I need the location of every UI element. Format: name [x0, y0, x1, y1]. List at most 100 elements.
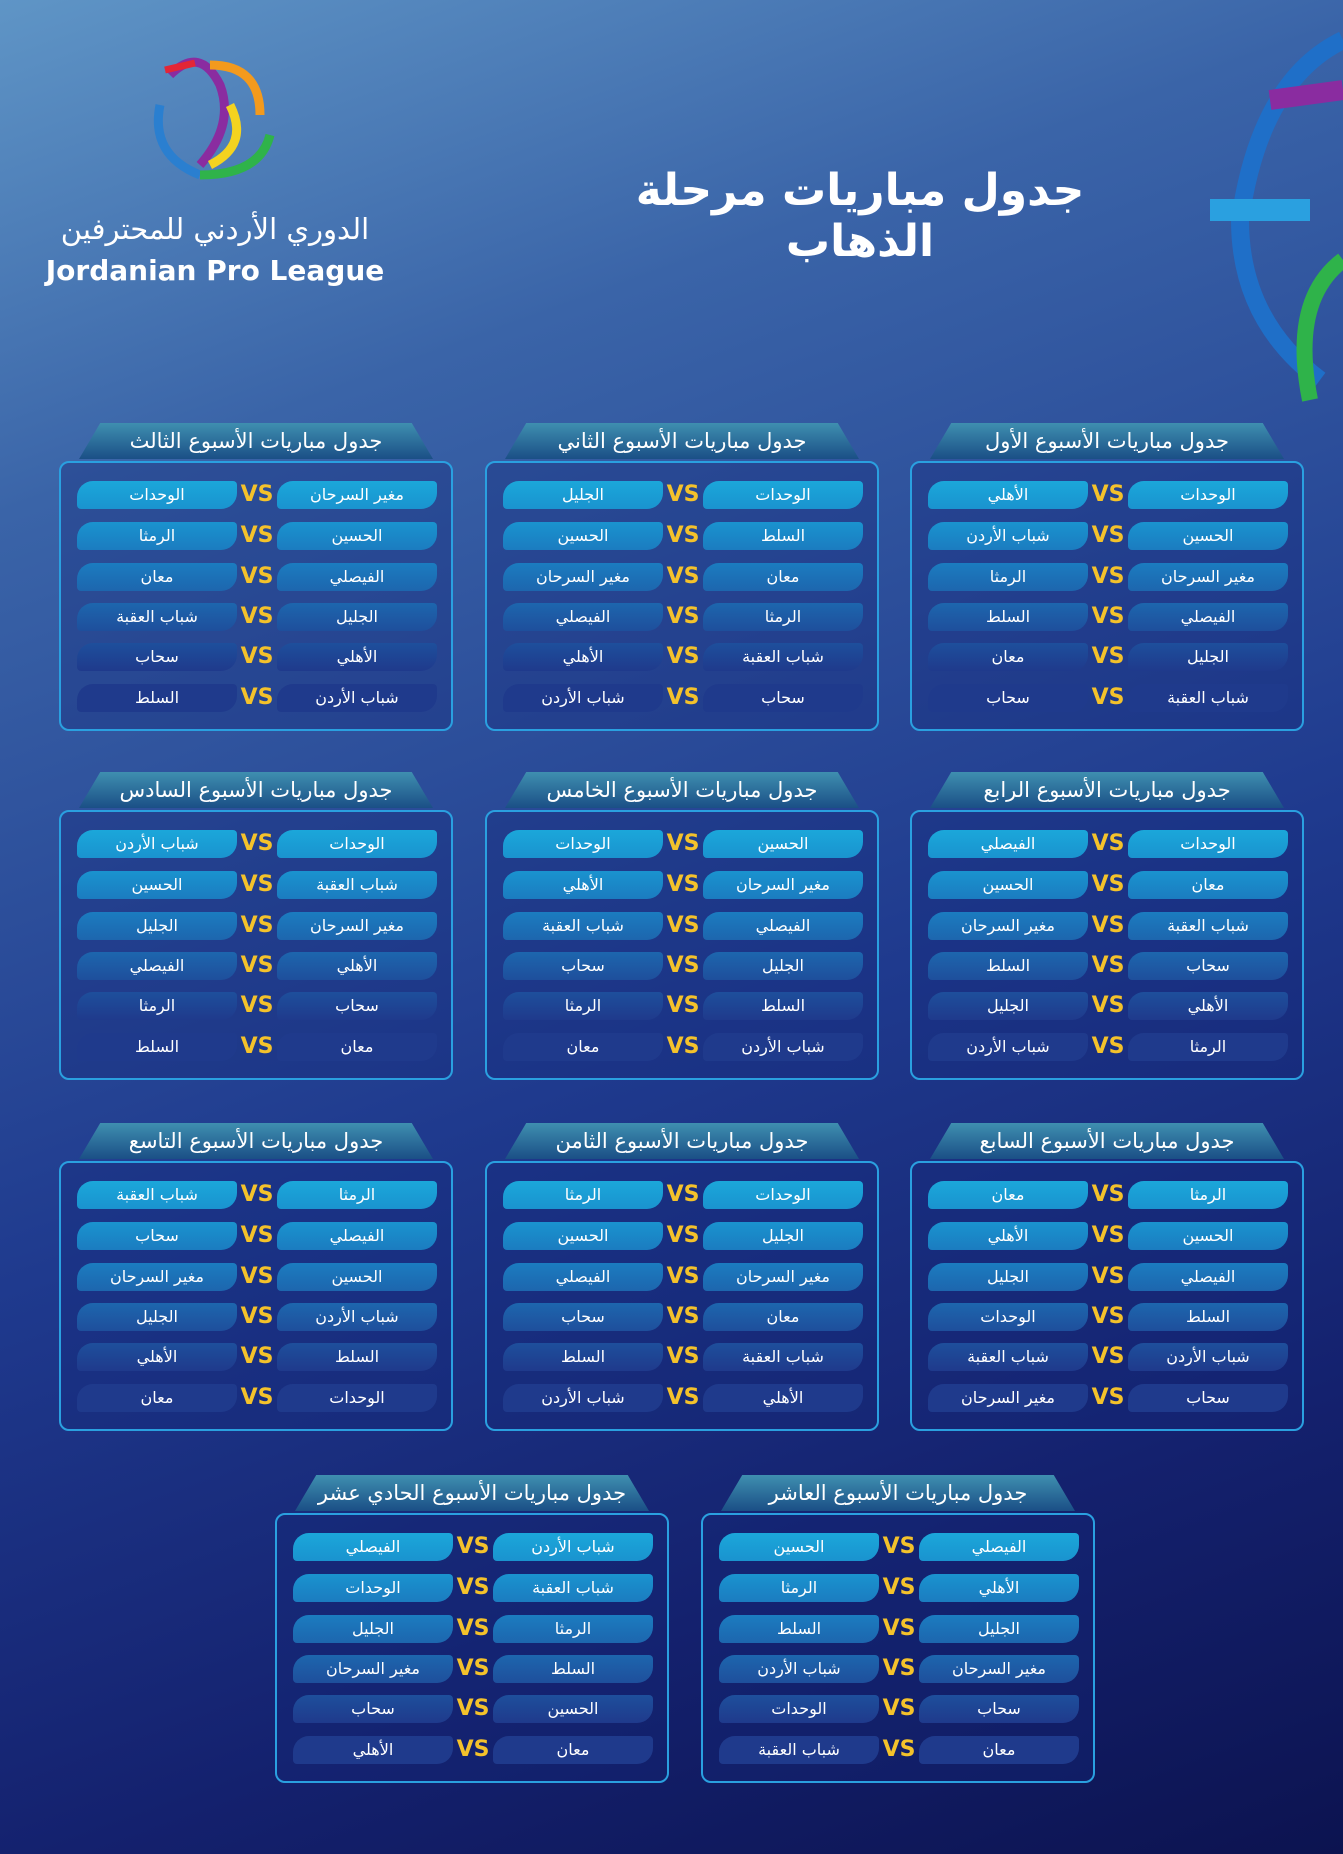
away-team: الفيصلي [928, 830, 1088, 858]
week-title: جدول مباريات الأسبوع الثاني [505, 423, 859, 459]
away-team: الفيصلي [503, 1263, 663, 1291]
home-team: السلط [1128, 1303, 1288, 1331]
vs-label: VS [1091, 953, 1125, 978]
vs-label: VS [240, 604, 274, 629]
away-team: مغير السرحان [293, 1655, 453, 1683]
vs-label: VS [882, 1534, 916, 1559]
away-team: شباب العقبة [503, 912, 663, 940]
home-team: معان [919, 1736, 1079, 1764]
vs-label: VS [666, 604, 700, 629]
away-team: شباب الأردن [503, 1384, 663, 1412]
vs-label: VS [1091, 523, 1125, 548]
vs-label: VS [882, 1656, 916, 1681]
home-team: معان [1128, 871, 1288, 899]
home-team: الوحدات [1128, 830, 1288, 858]
week-panel: الوحدات VS الرمثا الجليل VS الحسين مغير السرحا… [485, 1161, 879, 1431]
vs-label: VS [1091, 1034, 1125, 1059]
home-team: سحاب [919, 1695, 1079, 1723]
vs-label: VS [240, 1223, 274, 1248]
week-panel: الرمثا VS شباب العقبة الفيصلي VS سحاب الحسين VS… [59, 1161, 453, 1431]
away-team: مغير السرحان [503, 563, 663, 591]
home-team: الرمثا [493, 1615, 653, 1643]
home-team: مغير السرحان [277, 912, 437, 940]
home-team: الحسين [1128, 522, 1288, 550]
away-team: معان [928, 643, 1088, 671]
week-title: جدول مباريات الأسبوع الخامس [505, 772, 859, 808]
week-panel: الحسين VS الوحدات مغير السرحان VS الأهلي الفيص… [485, 810, 879, 1080]
home-team: سحاب [703, 684, 863, 712]
week-panel: شباب الأردن VS الفيصلي شباب العقبة VS الوحدات… [275, 1513, 669, 1783]
home-team: الأهلي [919, 1574, 1079, 1602]
home-team: الأهلي [277, 952, 437, 980]
vs-label: VS [240, 872, 274, 897]
away-team: شباب الأردن [77, 830, 237, 858]
away-team: شباب العقبة [928, 1343, 1088, 1371]
home-team: الفيصلي [277, 1222, 437, 1250]
home-team: الوحدات [1128, 481, 1288, 509]
vs-label: VS [240, 564, 274, 589]
away-team: سحاب [503, 1303, 663, 1331]
home-team: الحسين [703, 830, 863, 858]
vs-label: VS [456, 1534, 490, 1559]
home-team: مغير السرحان [919, 1655, 1079, 1683]
vs-label: VS [1091, 644, 1125, 669]
away-team: السلط [719, 1615, 879, 1643]
home-team: شباب الأردن [277, 1303, 437, 1331]
vs-label: VS [240, 1264, 274, 1289]
away-team: الجليل [77, 912, 237, 940]
away-team: الحسين [503, 1222, 663, 1250]
away-team: الوحدات [77, 481, 237, 509]
away-team: سحاب [928, 684, 1088, 712]
home-team: الجليل [277, 603, 437, 631]
home-team: مغير السرحان [703, 871, 863, 899]
away-team: الأهلي [928, 481, 1088, 509]
away-team: الفيصلي [503, 603, 663, 631]
vs-label: VS [240, 1344, 274, 1369]
week-panel: الوحدات VS الفيصلي معان VS الحسين شباب العقبة V… [910, 810, 1304, 1080]
home-team: الوحدات [277, 1384, 437, 1412]
away-team: السلط [503, 1343, 663, 1371]
home-team: شباب الأردن [277, 684, 437, 712]
week-panel: مغير السرحان VS الوحدات الحسين VS الرمثا الفيص… [59, 461, 453, 731]
away-team: السلط [928, 603, 1088, 631]
home-team: الرمثا [277, 1181, 437, 1209]
vs-label: VS [1091, 564, 1125, 589]
vs-label: VS [456, 1656, 490, 1681]
home-team: شباب العقبة [703, 1343, 863, 1371]
vs-label: VS [666, 993, 700, 1018]
away-team: الحسين [77, 871, 237, 899]
away-team: شباب العقبة [719, 1736, 879, 1764]
away-team: الحسين [503, 522, 663, 550]
vs-label: VS [666, 872, 700, 897]
away-team: شباب الأردن [503, 684, 663, 712]
vs-label: VS [240, 1385, 274, 1410]
home-team: الجليل [919, 1615, 1079, 1643]
home-team: مغير السرحان [1128, 563, 1288, 591]
vs-label: VS [456, 1616, 490, 1641]
vs-label: VS [1091, 831, 1125, 856]
away-team: الرمثا [928, 563, 1088, 591]
away-team: الرمثا [503, 992, 663, 1020]
vs-label: VS [240, 913, 274, 938]
home-team: الأهلي [277, 643, 437, 671]
home-team: شباب العقبة [703, 643, 863, 671]
away-team: معان [503, 1033, 663, 1061]
home-team: شباب العقبة [1128, 684, 1288, 712]
away-team: الفيصلي [293, 1533, 453, 1561]
home-team: شباب الأردن [493, 1533, 653, 1561]
vs-label: VS [1091, 1385, 1125, 1410]
away-team: الأهلي [503, 871, 663, 899]
away-team: الجليل [77, 1303, 237, 1331]
logo-arabic: الدوري الأردني للمحترفين [60, 212, 370, 246]
home-team: معان [277, 1033, 437, 1061]
home-team: السلط [703, 522, 863, 550]
week-panel: الفيصلي VS الحسين الأهلي VS الرمثا الجليل VS الس… [701, 1513, 1095, 1783]
vs-label: VS [240, 831, 274, 856]
week-title: جدول مباريات الأسبوع العاشر [721, 1475, 1075, 1511]
away-team: معان [928, 1181, 1088, 1209]
home-team: مغير السرحان [703, 1263, 863, 1291]
week-title: جدول مباريات الأسبوع الثامن [505, 1123, 859, 1159]
home-team: الحسين [1128, 1222, 1288, 1250]
